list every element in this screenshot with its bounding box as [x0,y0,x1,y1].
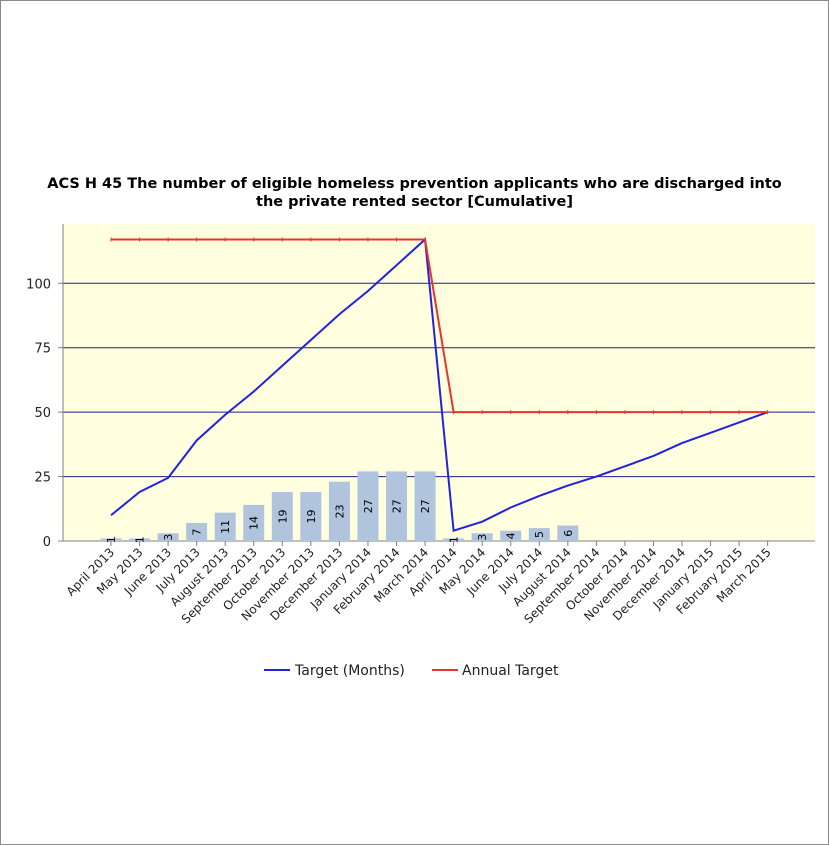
bar-value-label: 1 [134,536,147,543]
bar [528,528,550,541]
bar [300,492,322,541]
bar [100,538,122,541]
bar [271,492,293,541]
series-line-target-months- [110,237,768,533]
bar-value-label: 6 [562,530,575,537]
bar-value-label: 4 [505,532,518,539]
y-tick-label: 100 [26,277,51,292]
bar-value-label: 27 [419,499,432,513]
bar [443,538,465,541]
bar [186,522,208,541]
bar-value-label: 19 [305,510,318,524]
bar-value-label: 3 [476,534,489,541]
y-tick-label: 0 [43,535,51,550]
legend-label-annual-target: Annual Target [462,663,559,679]
chart-title-line-2: the private rented sector [Cumulative] [256,194,573,210]
bar-value-label: 19 [276,510,289,524]
bar [357,471,379,541]
bar-value-label: 27 [391,499,404,513]
bar [557,525,579,541]
bar [129,538,151,541]
chart-title-line-1: ACS H 45 The number of eligible homeless… [47,176,782,192]
bar [328,481,350,541]
bar-value-label: 23 [333,504,346,518]
bar [414,471,436,541]
bar-value-label: 1 [448,536,461,543]
bar-value-label: 3 [162,534,175,541]
chart-title: ACS H 45 The number of eligible homeless… [0,175,829,211]
bar [214,512,236,541]
bar-value-label: 7 [191,528,204,535]
bar-value-label: 14 [248,516,261,530]
legend-label-target-months: Target (Months) [294,663,405,679]
y-tick-label: 25 [34,471,51,486]
bar-value-label: 5 [533,531,546,538]
y-tick-label: 50 [34,406,51,421]
y-tick-label: 75 [34,342,51,357]
bar [386,471,407,541]
legend: Target (Months) Annual Target [264,663,559,679]
bar [500,530,522,541]
bar [471,533,493,541]
series-line-annual-target [111,238,768,414]
bar [243,504,265,541]
bar [157,533,179,541]
bar-value-label: 11 [219,520,232,534]
bar-value-label: 1 [105,536,118,543]
bar-value-label: 27 [362,499,375,513]
